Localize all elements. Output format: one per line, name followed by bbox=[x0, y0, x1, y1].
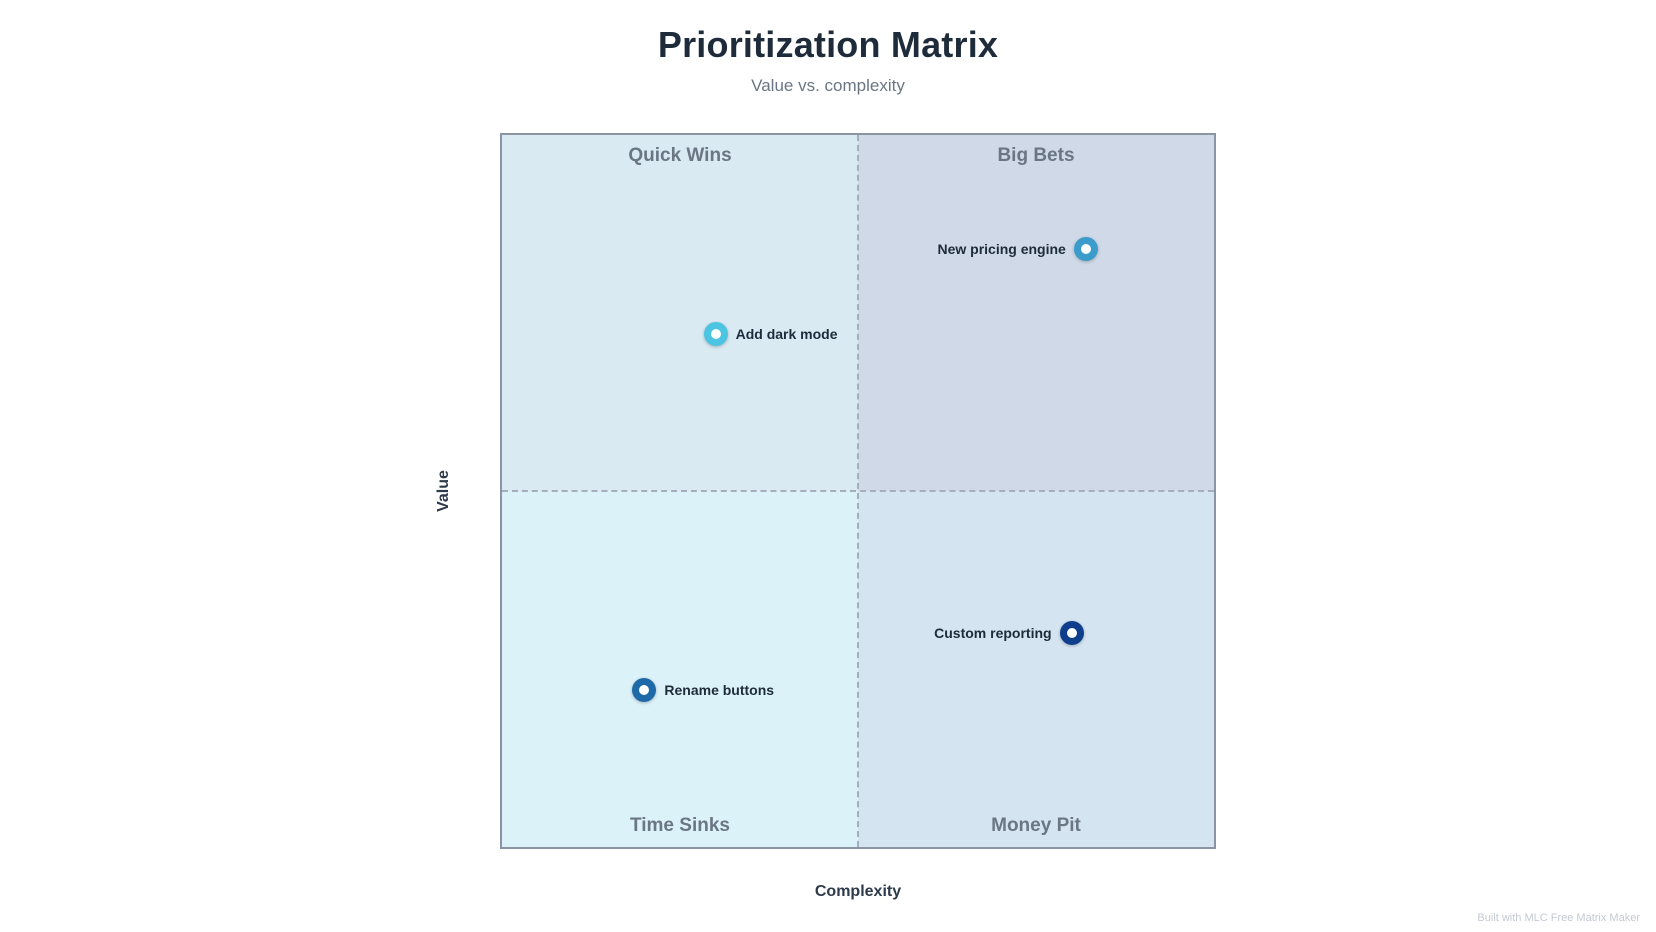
quadrant-label-money-pit: Money Pit bbox=[991, 815, 1081, 836]
item-marker-icon[interactable] bbox=[1059, 621, 1084, 646]
quadrant-time-sinks: Time Sinks bbox=[502, 491, 858, 847]
y-axis-label: Value bbox=[435, 470, 452, 512]
item-label: Custom reporting bbox=[934, 625, 1052, 642]
x-axis-label: Complexity bbox=[814, 883, 902, 900]
quadrant-big-bets: Big Bets bbox=[858, 135, 1214, 491]
item-marker-icon[interactable] bbox=[1073, 236, 1098, 261]
quadrant-label-time-sinks: Time Sinks bbox=[630, 815, 730, 836]
item-marker-icon[interactable] bbox=[703, 322, 728, 347]
matrix-grid: Quick Wins Big Bets Time Sinks Money Pit… bbox=[500, 133, 1216, 849]
page-subtitle: Value vs. complexity bbox=[751, 76, 905, 95]
quadrant-label-quick-wins: Quick Wins bbox=[628, 145, 732, 166]
item-label: Add dark mode bbox=[735, 326, 838, 343]
item-label: New pricing engine bbox=[937, 240, 1066, 257]
quadrant-quick-wins: Quick Wins bbox=[502, 135, 858, 491]
item-label: Rename buttons bbox=[664, 682, 775, 699]
quadrant-money-pit: Money Pit bbox=[858, 491, 1214, 847]
page-title: Prioritization Matrix bbox=[657, 24, 999, 65]
item-marker-icon[interactable] bbox=[632, 678, 657, 703]
quadrant-label-big-bets: Big Bets bbox=[997, 145, 1075, 166]
horizontal-divider bbox=[502, 490, 1214, 492]
footer-credit: Built with MLC Free Matrix Maker bbox=[1477, 912, 1640, 924]
